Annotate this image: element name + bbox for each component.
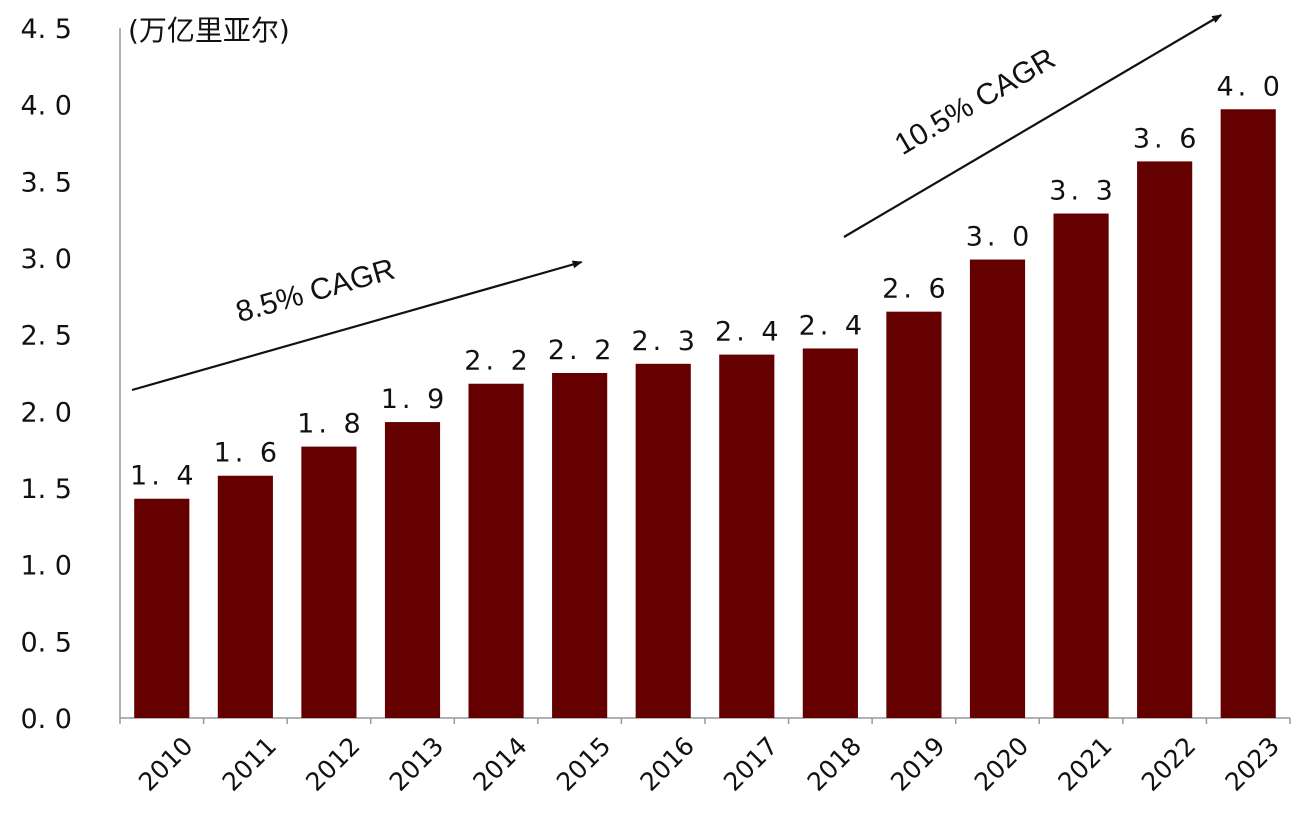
- x-tick-label-2022: 2022: [1136, 731, 1201, 796]
- data-label-2010: 1. 4: [130, 461, 198, 492]
- cagr-label-2: 10.5% CAGR: [889, 42, 1061, 162]
- y-tick-label: 0. 5: [20, 627, 72, 658]
- bars: [134, 109, 1276, 719]
- y-tick-label: 4. 0: [20, 91, 72, 122]
- data-label-2020: 3. 0: [966, 222, 1034, 253]
- y-tick-label: 0. 0: [20, 704, 72, 735]
- data-label-2012: 1. 8: [297, 409, 365, 440]
- data-label-2021: 3. 3: [1049, 176, 1117, 207]
- data-label-2018: 2. 4: [799, 310, 867, 341]
- y-tick-label: 3. 0: [20, 244, 72, 275]
- x-tick-label-2010: 2010: [133, 731, 198, 796]
- x-tick-label-2014: 2014: [467, 731, 532, 796]
- data-label-2011: 1. 6: [214, 438, 282, 469]
- x-tick-label-2015: 2015: [551, 731, 616, 796]
- data-label-2023: 4. 0: [1216, 71, 1284, 102]
- data-label-2016: 2. 3: [631, 326, 699, 357]
- x-tick-label-2021: 2021: [1052, 731, 1117, 796]
- x-tick-label-2018: 2018: [802, 731, 867, 796]
- y-tick-label: 2. 0: [20, 397, 72, 428]
- data-label-2013: 1. 9: [381, 384, 449, 415]
- data-label-2022: 3. 6: [1133, 123, 1201, 154]
- bar-2020: [969, 259, 1026, 718]
- bar-2015: [552, 373, 608, 718]
- bar-2010: [134, 498, 190, 718]
- bar-2023: [1220, 109, 1276, 719]
- bar-2022: [1137, 161, 1193, 718]
- x-tick-label-2013: 2013: [384, 731, 449, 796]
- data-label-2017: 2. 4: [715, 317, 783, 348]
- x-tick-label-2019: 2019: [885, 731, 950, 796]
- bar-2016: [635, 363, 691, 718]
- cagr-label-1: 8.5% CAGR: [232, 253, 398, 329]
- x-tick-label-2023: 2023: [1219, 731, 1284, 796]
- bar-2021: [1053, 213, 1109, 719]
- bar-2011: [217, 475, 273, 718]
- bar-2017: [719, 354, 775, 718]
- y-tick-label: 4. 5: [20, 14, 72, 45]
- y-tick-label: 1. 5: [20, 474, 72, 505]
- x-axis-ticks: 2010 2011 2012 2013 2014 2015 2016 2017 2018 2019…: [133, 731, 1285, 796]
- cagr-arrow-1: [131, 260, 583, 392]
- data-label-2014: 2. 2: [464, 346, 532, 377]
- data-labels: 1. 4 1. 6 1. 8 1. 9 2. 2 2. 2 2. 3 2. 4 2. 4 2. 6…: [130, 71, 1284, 492]
- bar-2013: [384, 422, 441, 718]
- bar-2018: [802, 348, 858, 718]
- x-tick-label-2011: 2011: [217, 731, 282, 796]
- bar-2014: [468, 383, 524, 718]
- data-label-2015: 2. 2: [548, 335, 616, 366]
- y-axis-ticks: 0. 0 0. 5 1. 0 1. 5 2. 0 2. 5 3. 0 3. 5 4. 0 4. 5: [20, 14, 72, 735]
- unit-label: (万亿里亚尔): [128, 14, 290, 47]
- y-tick-label: 1. 0: [20, 551, 72, 582]
- x-tick-label-2020: 2020: [969, 731, 1034, 796]
- y-tick-label: 2. 5: [20, 321, 72, 352]
- x-tick-label-2017: 2017: [718, 731, 783, 796]
- data-label-2019: 2. 6: [882, 274, 950, 305]
- bar-2019: [886, 311, 942, 718]
- cagr-arrow-2: [843, 14, 1223, 238]
- axes: [119, 28, 1291, 724]
- y-tick-label: 3. 5: [20, 167, 72, 198]
- bar-2012: [301, 446, 357, 718]
- x-tick-label-2012: 2012: [300, 731, 365, 796]
- x-tick-label-2016: 2016: [634, 731, 699, 796]
